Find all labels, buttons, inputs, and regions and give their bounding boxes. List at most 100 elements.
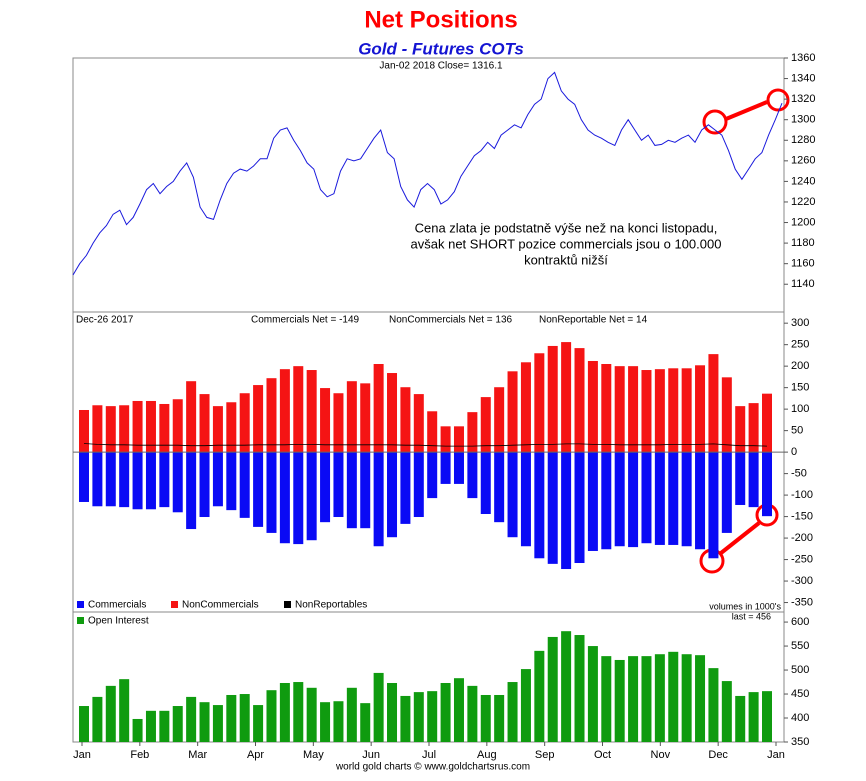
bar xyxy=(708,668,719,742)
y-tick-label: 400 xyxy=(791,712,809,724)
bar xyxy=(654,369,665,453)
bar xyxy=(79,452,89,502)
y-tick-label: 1320 xyxy=(791,93,815,105)
bar xyxy=(212,406,223,453)
x-tick-label: Dec xyxy=(708,749,728,761)
bar xyxy=(119,679,130,742)
x-tick-label: May xyxy=(303,749,324,761)
bar xyxy=(561,452,572,570)
bar xyxy=(212,705,223,742)
bar xyxy=(494,452,505,523)
bar xyxy=(614,659,625,742)
bar xyxy=(105,452,116,507)
bar xyxy=(306,452,317,541)
arrow xyxy=(725,100,768,121)
legend-swatch xyxy=(77,617,84,624)
bar xyxy=(105,406,116,453)
bar xyxy=(266,690,277,742)
legend-label: NonCommercials xyxy=(182,600,259,611)
x-tick-label: Jan xyxy=(73,749,91,761)
bar xyxy=(320,702,331,742)
bar xyxy=(306,687,317,742)
bar xyxy=(628,452,639,548)
bar xyxy=(413,394,424,453)
bar xyxy=(427,452,438,499)
x-tick-label: Nov xyxy=(651,749,671,761)
bar xyxy=(668,651,679,742)
bar xyxy=(681,368,692,453)
x-tick-label: Jul xyxy=(422,749,436,761)
bar xyxy=(587,360,598,453)
bar xyxy=(92,696,103,742)
x-tick-label: Aug xyxy=(477,749,497,761)
bar xyxy=(614,452,625,547)
bar xyxy=(373,364,384,453)
bar xyxy=(360,383,371,453)
bar xyxy=(748,692,759,742)
y-tick-label: 50 xyxy=(791,425,803,437)
bar xyxy=(440,682,451,742)
y-tick-label: 1240 xyxy=(791,175,815,187)
bar xyxy=(601,364,612,453)
y-tick-label: 1260 xyxy=(791,155,815,167)
bar xyxy=(172,452,183,513)
x-tick-label: Jun xyxy=(362,749,380,761)
bar xyxy=(253,705,264,742)
y-tick-label: 600 xyxy=(791,616,809,628)
y-tick-label: 1180 xyxy=(791,237,815,249)
bar xyxy=(373,452,384,547)
price-line xyxy=(72,71,783,276)
bar xyxy=(239,452,250,518)
cot-header: NonCommercials Net = 136 xyxy=(389,315,513,326)
bar xyxy=(293,366,304,453)
bar xyxy=(373,672,384,742)
bar xyxy=(601,656,612,742)
bar xyxy=(480,397,491,453)
bar xyxy=(132,452,143,510)
bar xyxy=(467,412,478,453)
circle xyxy=(702,109,728,135)
bar xyxy=(400,695,411,742)
bar xyxy=(387,373,398,453)
y-tick-label: 0 xyxy=(791,446,797,458)
bar xyxy=(547,636,558,742)
note: volumes in 1000's xyxy=(709,601,781,611)
bar xyxy=(561,342,572,453)
y-tick-label: 150 xyxy=(791,382,809,394)
bar xyxy=(494,387,505,453)
bar xyxy=(199,394,210,453)
bar xyxy=(601,452,612,550)
bar xyxy=(226,402,237,453)
bar xyxy=(453,426,464,453)
bar xyxy=(721,681,732,742)
bar xyxy=(748,403,759,453)
y-tick-label: 500 xyxy=(791,664,809,676)
bar xyxy=(668,368,679,453)
bar xyxy=(159,710,170,742)
x-tick-label: Feb xyxy=(130,749,149,761)
bar xyxy=(186,381,197,453)
bar xyxy=(400,387,411,453)
bar xyxy=(480,694,491,742)
bar xyxy=(628,366,639,453)
y-tick-label: -50 xyxy=(791,468,807,480)
y-tick-label: -250 xyxy=(791,553,813,565)
bar xyxy=(159,452,170,508)
bar xyxy=(762,452,772,517)
bar xyxy=(172,706,183,742)
subtitle: Gold - Futures COTs xyxy=(358,39,524,58)
bar xyxy=(614,366,625,453)
price-header: Jan-02 2018 Close= 1316.1 xyxy=(379,61,503,72)
bar xyxy=(708,452,719,559)
y-tick-label: -350 xyxy=(791,596,813,608)
bar xyxy=(199,452,210,518)
bar xyxy=(413,452,424,518)
x-tick-label: Mar xyxy=(188,749,207,761)
bar xyxy=(534,650,545,742)
annotation: avšak net SHORT pozice commercials jsou … xyxy=(411,236,722,251)
bar xyxy=(92,405,103,453)
y-tick-label: 100 xyxy=(791,403,809,415)
legend-swatch xyxy=(171,601,178,608)
